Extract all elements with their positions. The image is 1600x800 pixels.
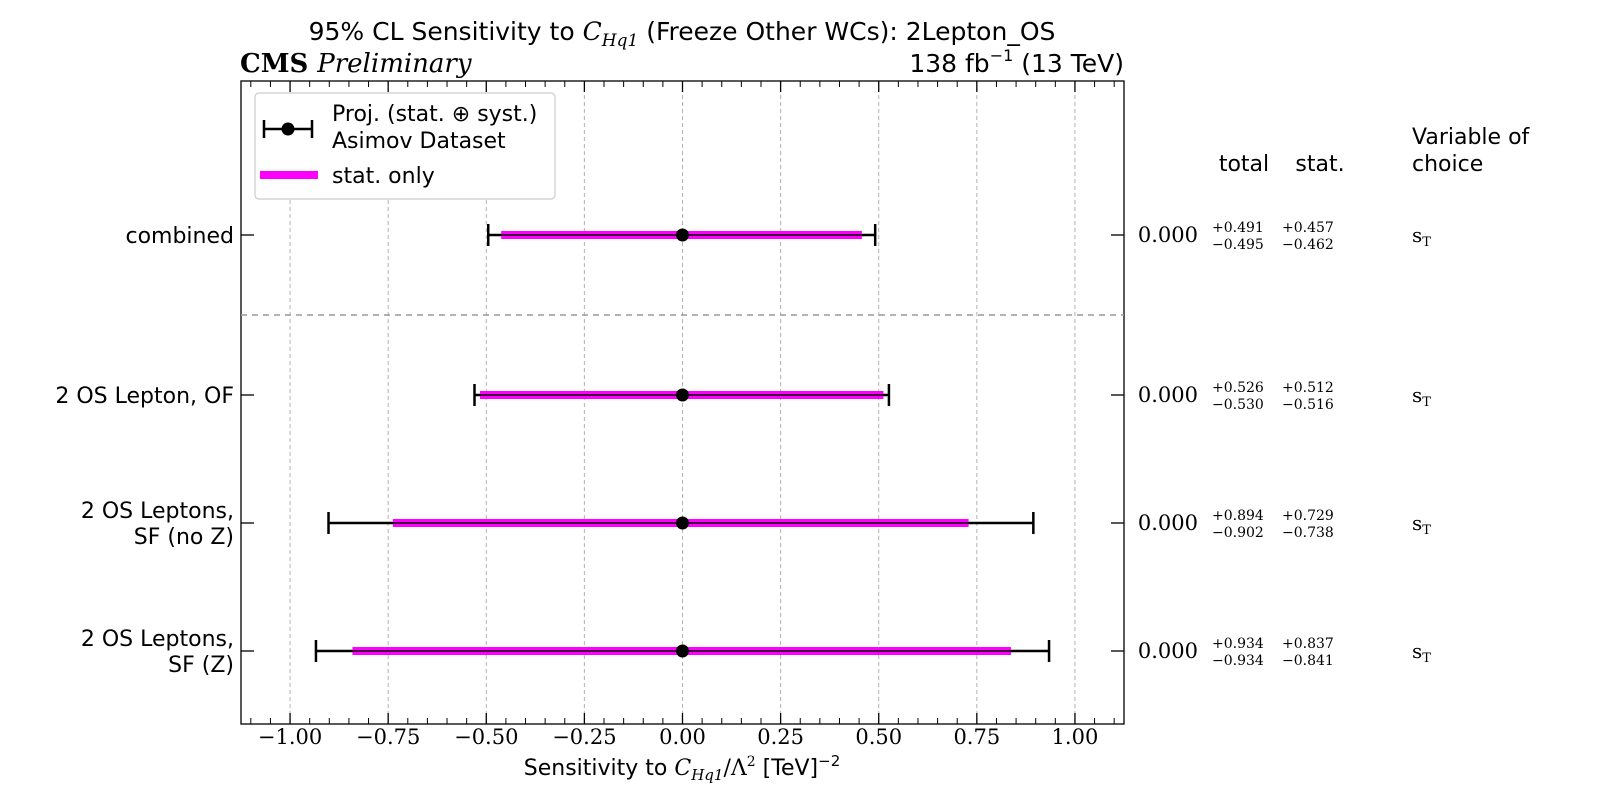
- experiment-status: Preliminary: [316, 49, 472, 79]
- variable-text: sT: [1412, 383, 1431, 410]
- chart-title: 95% CL Sensitivity to CHq1 (Freeze Other…: [309, 17, 1056, 51]
- luminosity-label: 138 fb−1 (13 TeV): [909, 46, 1124, 78]
- header-total: total: [1219, 152, 1269, 177]
- variable-text: sT: [1412, 639, 1431, 666]
- variable-text: sT: [1412, 511, 1431, 538]
- variable-subscript: T: [1422, 523, 1431, 538]
- row-label: SF (Z): [168, 653, 234, 678]
- variable-text: sT: [1412, 223, 1431, 250]
- xlabel-prefix: Sensitivity to: [524, 756, 675, 781]
- variable-subscript: T: [1422, 651, 1431, 666]
- total-down-text: −0.902: [1212, 525, 1264, 541]
- lumi-exponent: −1: [990, 46, 1014, 65]
- row-label: SF (no Z): [134, 525, 234, 550]
- central-value-text: 0.000: [1138, 511, 1198, 535]
- legend-marker-errorbar: [262, 120, 314, 138]
- title-symbol-sub: Hq1: [601, 31, 639, 51]
- stat-up-text: +0.729: [1282, 508, 1334, 524]
- central-value-marker: [676, 388, 689, 402]
- total-down-text: −0.934: [1212, 653, 1264, 669]
- central-value-text: 0.000: [1138, 383, 1198, 407]
- row-label: 2 OS Leptons,: [81, 627, 234, 652]
- variable-symbol: s: [1412, 383, 1422, 407]
- central-value-text: 0.000: [1138, 639, 1198, 663]
- header-stat: stat.: [1295, 152, 1344, 177]
- header-variable-line2: choice: [1412, 152, 1483, 177]
- title-symbol: C: [583, 17, 602, 46]
- lumi-prefix: 138 fb: [909, 49, 989, 78]
- stat-up-text: +0.457: [1282, 220, 1334, 236]
- title-suffix: (Freeze Other WCs): 2Lepton_OS: [638, 17, 1055, 46]
- experiment-label: CMS Preliminary: [240, 49, 472, 79]
- xlabel-suffix: [TeV]: [756, 756, 818, 781]
- x-ticks: −1.00 −0.75 −0.50 −0.25 0.00 0.25 0.50 0.75 1.00: [250, 81, 1115, 749]
- xlabel-mid: /Λ: [723, 756, 747, 781]
- stat-up-text: +0.512: [1282, 380, 1334, 396]
- legend-entry-total-line1: Proj. (stat. ⊕ syst.): [332, 102, 537, 127]
- variable-symbol: s: [1412, 511, 1422, 535]
- xlabel-symbol-sub: Hq1: [690, 766, 723, 784]
- total-down-text: −0.495: [1212, 237, 1264, 253]
- stat-down-text: −0.516: [1282, 397, 1334, 413]
- x-tick-label: −1.00: [258, 725, 322, 749]
- total-up-text: +0.894: [1212, 508, 1264, 524]
- row-label: combined: [125, 224, 234, 249]
- xlabel-exp: −2: [818, 752, 840, 770]
- total-down-text: −0.530: [1212, 397, 1264, 413]
- data-rows: [314, 224, 1051, 662]
- x-tick-label: 0.75: [953, 725, 1000, 749]
- stat-down-text: −0.462: [1282, 237, 1334, 253]
- value-table: 0.000 +0.491−0.495+0.457−0.462 sT0.000 +0.5…: [1138, 220, 1431, 669]
- x-tick-label: −0.50: [454, 725, 518, 749]
- variable-subscript: T: [1422, 395, 1431, 410]
- x-tick-label: 1.00: [1052, 725, 1099, 749]
- xlabel-symbol: C: [674, 756, 691, 781]
- central-value-marker: [676, 516, 689, 530]
- stat-down-text: −0.738: [1282, 525, 1334, 541]
- central-value-marker: [676, 644, 689, 658]
- header-variable-line1: Variable of: [1412, 125, 1531, 150]
- total-up-text: +0.934: [1212, 636, 1264, 652]
- central-value-marker: [676, 228, 689, 242]
- x-tick-label: 0.00: [659, 725, 706, 749]
- x-tick-label: 0.50: [855, 725, 902, 749]
- central-value-text: 0.000: [1138, 223, 1198, 247]
- title-prefix: 95% CL Sensitivity to: [309, 17, 583, 46]
- variable-symbol: s: [1412, 223, 1422, 247]
- legend-box: [254, 92, 556, 200]
- total-up-text: +0.526: [1212, 380, 1264, 396]
- x-axis-label: Sensitivity to CHq1/Λ2 [TeV]−2: [524, 752, 841, 784]
- legend-entry-total-line2: Asimov Dataset: [332, 129, 506, 154]
- legend: Proj. (stat. ⊕ syst.) Asimov Dataset sta…: [254, 92, 556, 200]
- x-tick-label: 0.25: [757, 725, 804, 749]
- x-tick-label: −0.75: [356, 725, 420, 749]
- lumi-suffix: (13 TeV): [1013, 49, 1124, 78]
- row-label: 2 OS Leptons,: [81, 499, 234, 524]
- variable-subscript: T: [1422, 235, 1431, 250]
- row-label: 2 OS Lepton, OF: [55, 384, 234, 409]
- xlabel-sup: 2: [747, 754, 756, 770]
- total-up-text: +0.491: [1212, 220, 1264, 236]
- x-tick-label: −0.25: [552, 725, 616, 749]
- experiment-name: CMS: [240, 49, 308, 79]
- stat-up-text: +0.837: [1282, 636, 1334, 652]
- stat-down-text: −0.841: [1282, 653, 1334, 669]
- variable-symbol: s: [1412, 639, 1422, 663]
- legend-entry-stat: stat. only: [332, 164, 435, 189]
